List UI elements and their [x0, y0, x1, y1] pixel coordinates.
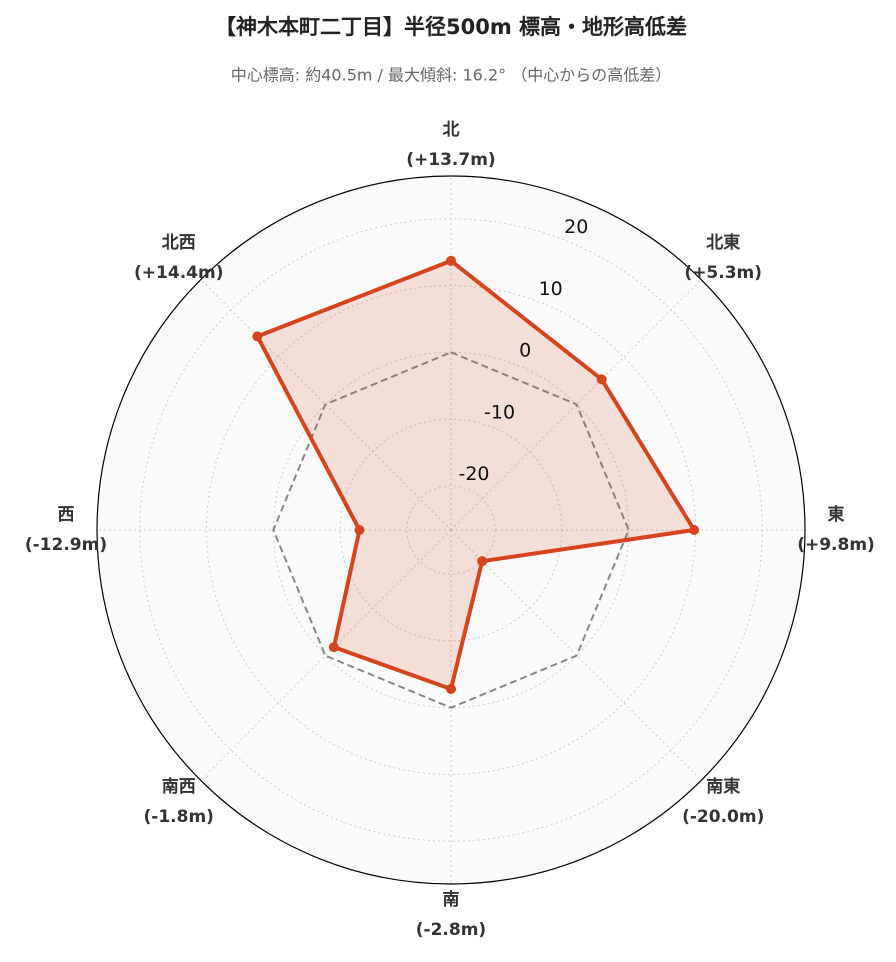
data-point — [252, 331, 263, 342]
data-point — [477, 556, 488, 567]
data-point — [689, 525, 700, 535]
category-label: 南東 — [706, 776, 740, 797]
data-point — [446, 255, 456, 266]
value-label: (-1.8m) — [144, 807, 214, 827]
plot-border — [96, 175, 806, 885]
r-tick-label: 20 — [564, 216, 588, 238]
r-tick-label: -20 — [458, 463, 489, 485]
value-label: (-2.8m) — [416, 920, 486, 940]
chart-title: 【神木本町二丁目】半径500m 標高・地形高低差 — [215, 15, 687, 39]
value-label: (+5.3m) — [684, 263, 762, 283]
category-label: 西 — [58, 505, 75, 525]
data-point — [354, 525, 365, 535]
value-label: (+13.7m) — [406, 150, 495, 170]
r-tick-label: 10 — [539, 278, 563, 300]
reference-line — [272, 351, 630, 709]
category-label: 北東 — [706, 232, 740, 253]
chart-subtitle: 中心標高: 約40.5m / 最大傾斜: 16.2° （中心からの高低差） — [231, 66, 671, 85]
data-point — [446, 683, 456, 694]
r-tick-label: 0 — [519, 340, 531, 362]
category-label: 南西 — [162, 776, 196, 797]
r-tick-label: -10 — [484, 401, 515, 423]
grid-spoke — [200, 529, 452, 781]
category-label: 東 — [828, 504, 845, 525]
category-label: 北西 — [162, 233, 196, 253]
value-label: (-12.9m) — [25, 535, 107, 555]
value-label: (+14.4m) — [134, 263, 223, 283]
value-label: (-20.0m) — [682, 807, 764, 827]
category-label: 南 — [443, 889, 460, 910]
data-point — [328, 642, 339, 653]
grid-ring — [406, 485, 496, 575]
value-label: (+9.8m) — [797, 535, 875, 555]
category-label: 北 — [443, 120, 460, 140]
data-point — [596, 374, 607, 385]
